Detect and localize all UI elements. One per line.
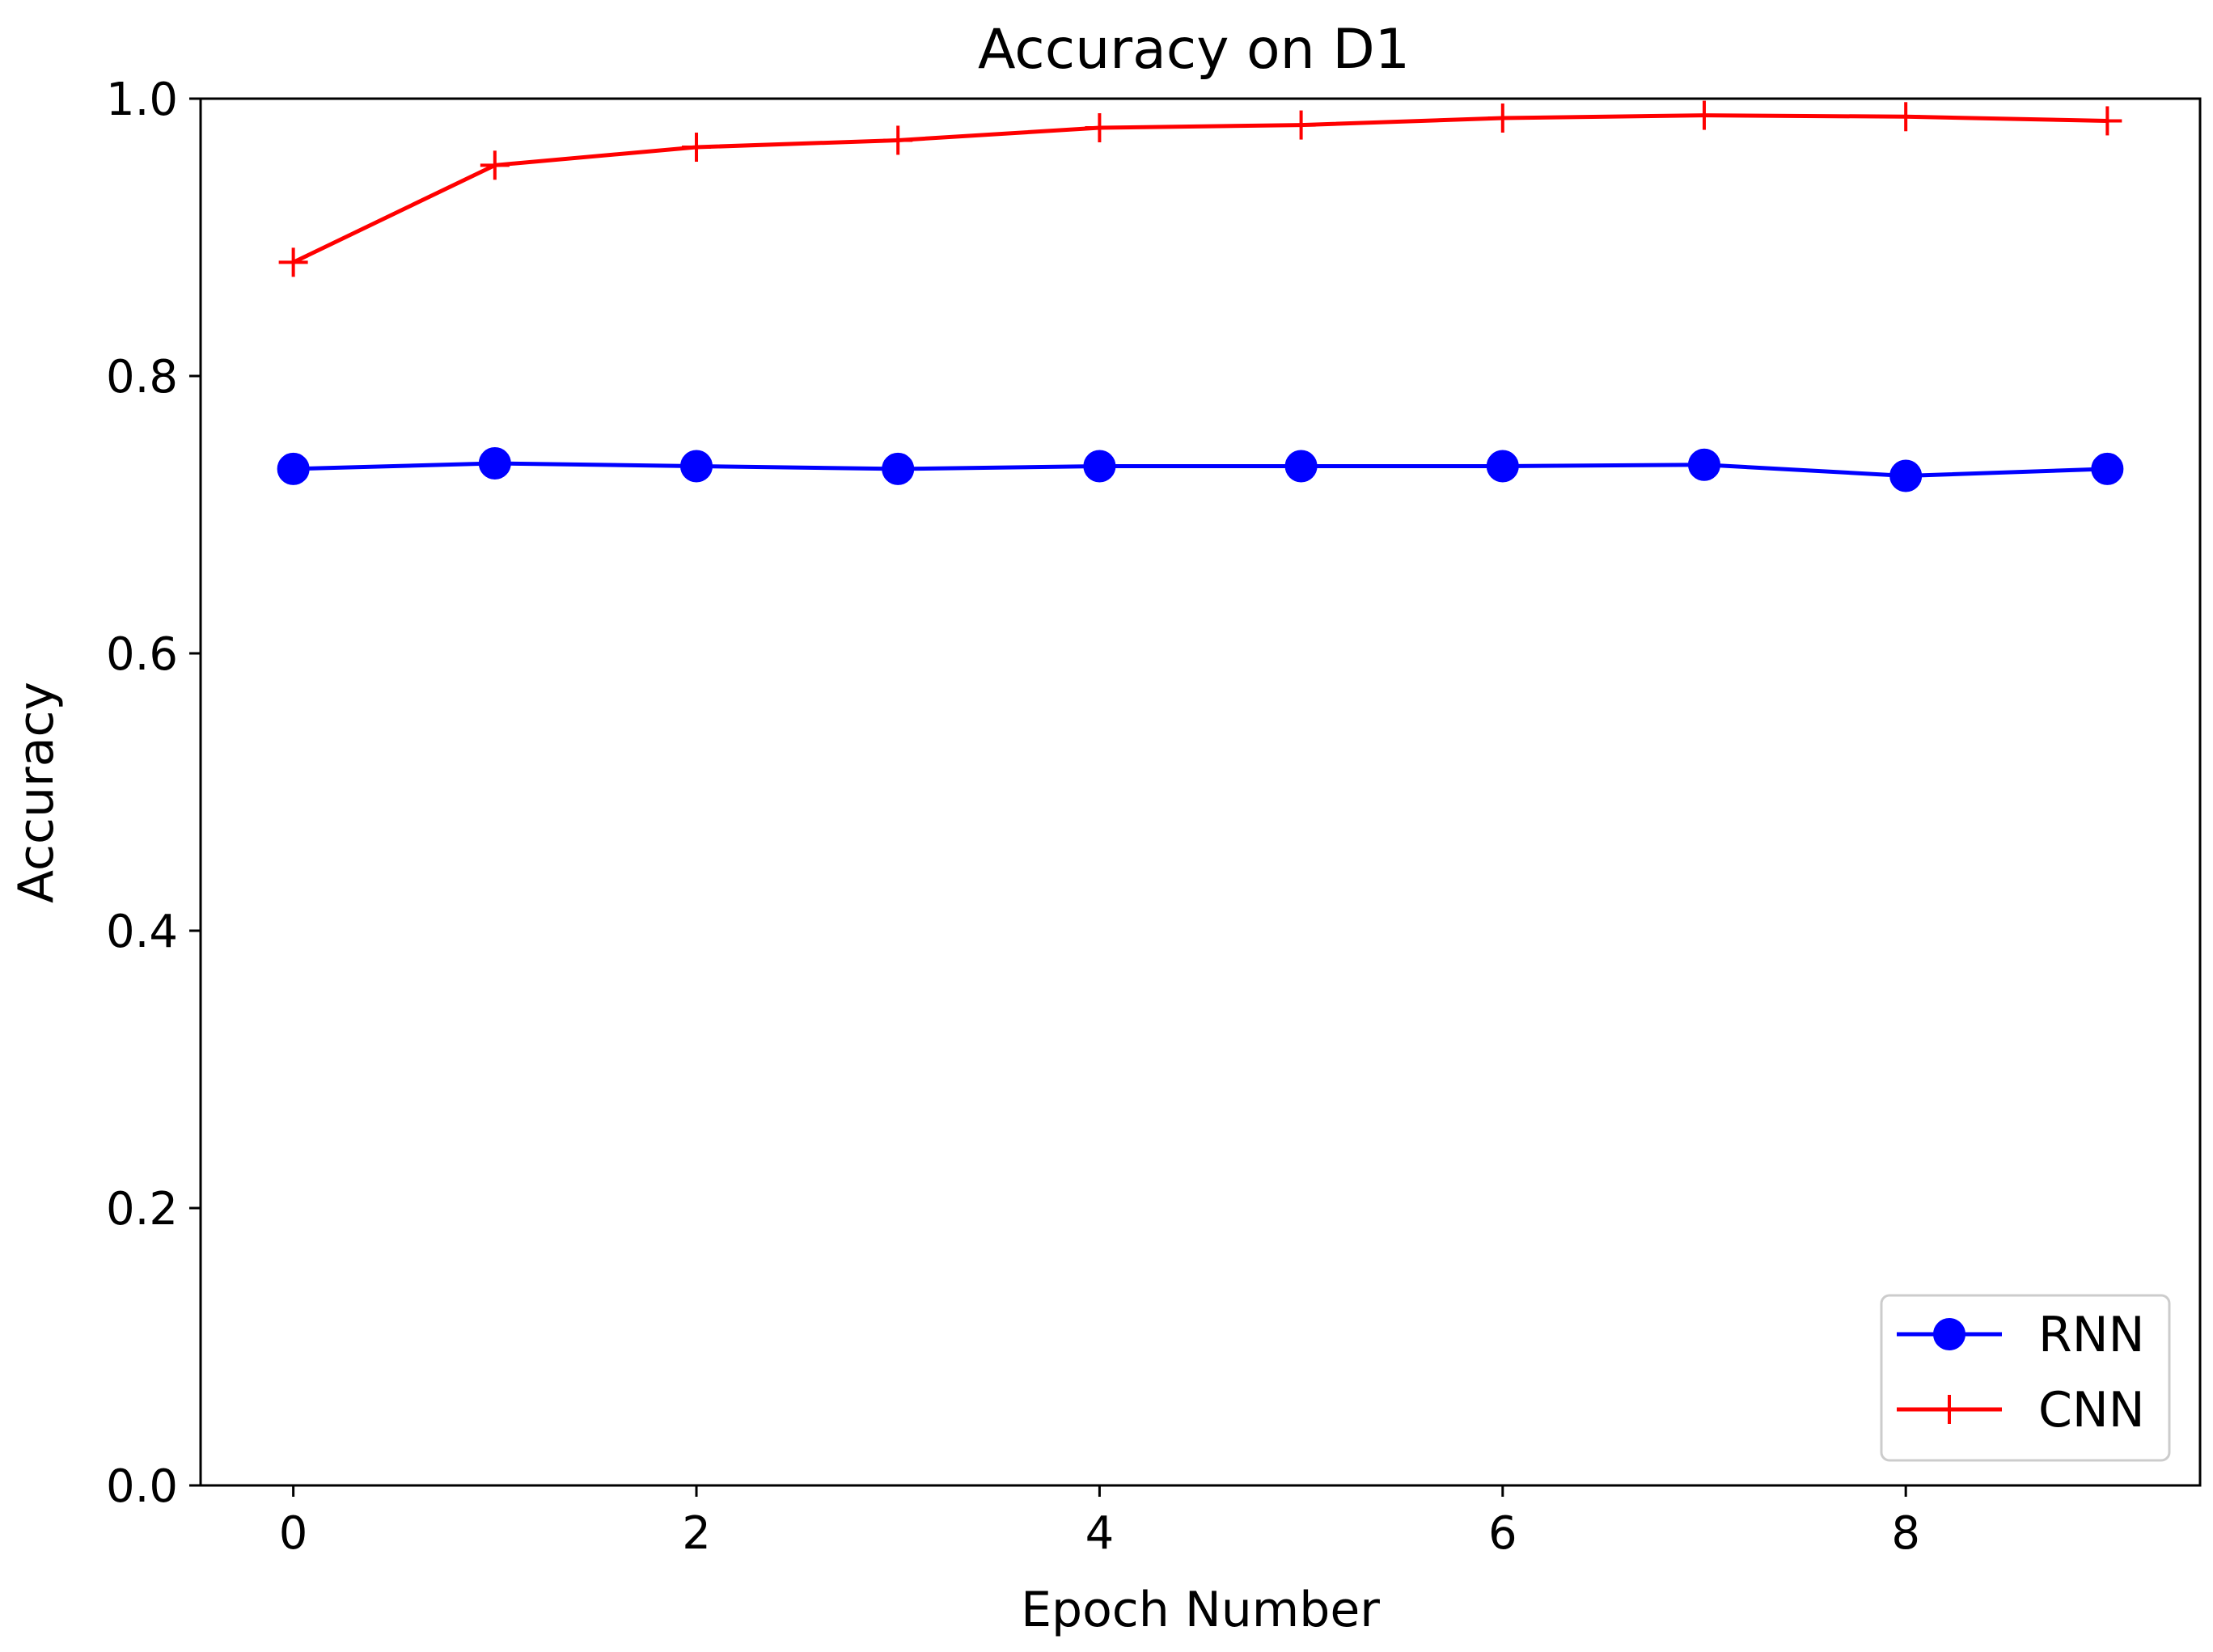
legend-item-cnn: CNN: [1897, 1382, 2145, 1439]
y-tick-label: 0.0: [106, 1460, 178, 1513]
legend-label-cnn: CNN: [2038, 1382, 2145, 1439]
y-axis: 0.0 0.2 0.4 0.6 0.8 1.0: [106, 74, 201, 1513]
data-point-rnn: [1687, 448, 1720, 481]
data-point-cnn: [1891, 102, 1921, 132]
data-point-rnn: [1889, 459, 1923, 492]
data-point-cnn: [278, 247, 308, 277]
data-point-cnn: [1487, 104, 1517, 133]
x-tick-label: 0: [279, 1507, 308, 1560]
data-point-cnn: [1286, 110, 1316, 140]
x-tick-label: 6: [1488, 1507, 1517, 1560]
series-cnn: [278, 100, 2122, 277]
data-point-rnn: [1486, 450, 1519, 483]
x-axis: 0 2 4 6 8: [279, 1485, 1920, 1560]
series-line-cnn: [292, 113, 2108, 264]
data-point-cnn: [682, 133, 712, 163]
x-axis-title: Epoch Number: [1021, 1582, 1380, 1638]
data-point-rnn: [680, 450, 713, 483]
series-line-rnn: [293, 461, 2108, 478]
y-axis-title: Accuracy: [8, 682, 65, 903]
data-point-cnn: [480, 150, 510, 180]
data-point-cnn: [2092, 106, 2122, 136]
data-point-rnn: [882, 452, 915, 485]
legend-marker-rnn: [1933, 1318, 1965, 1350]
legend-label-rnn: RNN: [2038, 1307, 2144, 1363]
legend-item-rnn: RNN: [1897, 1307, 2144, 1363]
data-point-cnn: [1689, 100, 1719, 130]
data-point-rnn: [1083, 450, 1116, 483]
data-point-cnn: [883, 125, 913, 155]
plot-area: 0.0 0.2 0.4 0.6 0.8 1.0 0 2 4 6 8: [106, 74, 2202, 1560]
series-rnn: [277, 447, 2124, 492]
x-tick-label: 4: [1085, 1507, 1115, 1560]
data-point-rnn: [277, 452, 310, 485]
series-layer: [277, 100, 2124, 492]
y-tick-label: 0.2: [106, 1183, 178, 1236]
legend: RNN CNN: [1880, 1294, 2171, 1462]
x-tick-label: 2: [682, 1507, 711, 1560]
data-point-cnn: [1085, 113, 1115, 143]
y-tick-label: 0.6: [106, 628, 178, 681]
y-tick-label: 0.8: [106, 351, 178, 403]
y-tick-label: 1.0: [106, 74, 178, 126]
data-point-rnn: [2091, 452, 2124, 485]
legend-marker-cnn: [1935, 1395, 1964, 1424]
data-point-rnn: [478, 447, 511, 480]
data-point-rnn: [1284, 450, 1318, 483]
chart-title: Accuracy on D1: [978, 18, 1410, 82]
x-tick-label: 8: [1891, 1507, 1920, 1560]
y-tick-label: 0.4: [106, 906, 178, 958]
plot-frame: [199, 97, 2202, 1487]
